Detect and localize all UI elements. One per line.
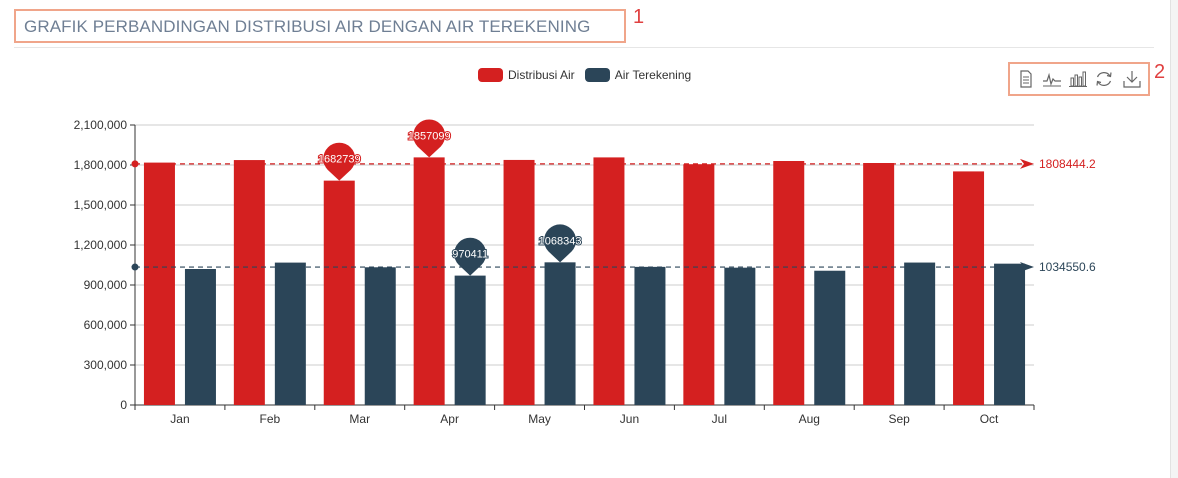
bar-terekening [724,267,756,405]
y-tick-label: 900,000 [84,278,128,292]
legend-swatch-terekening [584,68,610,82]
avg-line-arrow [1020,262,1034,273]
bar-terekening [274,262,306,405]
toolbox-highlight-box [1008,62,1150,96]
bar-distribusi [503,159,535,405]
x-tick-label: Jul [712,412,727,426]
x-tick-label: Aug [799,412,820,426]
x-tick-label: Apr [440,412,459,426]
y-tick-label: 600,000 [84,318,128,332]
x-tick-label: Jun [620,412,639,426]
bar-terekening [184,269,216,405]
mark-pin-min-terekening-label: 970411 [452,249,488,261]
x-tick-label: Jan [170,412,189,426]
bar-distribusi [593,157,625,405]
annotation-marker-2: 2 [1154,61,1166,83]
data-view-icon[interactable] [1016,69,1036,89]
restore-icon[interactable] [1094,69,1114,89]
bar-chart-icon[interactable] [1068,69,1088,89]
x-tick-label: Sep [888,412,910,426]
avg-line-label: 1808444.2 [1039,157,1096,171]
bar-terekening [544,262,576,405]
line-chart-icon[interactable] [1042,69,1062,89]
bar-distribusi [773,161,805,405]
title-divider [14,47,1154,48]
mark-pin-max-distribusi-label: 1857099 [408,130,451,142]
bar-distribusi [143,162,175,405]
legend-item-distribusi[interactable]: Distribusi Air [478,68,575,82]
avg-line-label: 1034550.6 [1039,260,1096,274]
y-tick-label: 2,100,000 [74,118,128,132]
x-tick-label: Feb [260,412,281,426]
mark-pin-max-distribusi [413,119,446,158]
mark-pin-min-terekening [454,237,487,276]
mark-pin-min-distribusi [323,142,356,181]
bar-distribusi [863,163,895,405]
chart-legend: Distribusi Air Air Terekening [478,68,701,82]
bar-distribusi [953,171,985,405]
avg-line-arrow [1020,158,1034,169]
page-title: GRAFIK PERBANDINGAN DISTRIBUSI AIR DENGA… [24,17,591,36]
annotation-marker-1: 1 [633,6,645,28]
mark-pin-min-distribusi-label: 1682739 [318,154,361,166]
x-tick-label: Oct [980,412,999,426]
x-tick-label: Mar [349,412,370,426]
y-tick-label: 300,000 [84,358,128,372]
x-tick-label: May [528,412,551,426]
bar-terekening [454,275,486,405]
legend-label-distribusi: Distribusi Air [508,68,575,82]
bar-terekening [364,267,396,405]
mark-pin-max-terekening [544,224,577,263]
save-image-icon[interactable] [1122,69,1142,89]
bar-distribusi [413,157,445,405]
bar-terekening [814,270,846,405]
y-tick-label: 0 [120,398,127,412]
mark-pin-max-terekening-label: 1068343 [539,235,582,247]
bar-terekening [904,262,936,405]
y-tick-label: 1,800,000 [74,158,128,172]
bar-distribusi [233,160,265,405]
legend-swatch-distribusi [478,68,503,82]
title-highlight-box [14,9,626,43]
legend-label-terekening: Air Terekening [614,68,692,82]
bar-terekening [634,266,666,405]
legend-item-terekening[interactable]: Air Terekening [584,68,692,82]
bar-distribusi [683,164,715,405]
y-tick-label: 1,500,000 [74,198,128,212]
bar-distribusi [323,180,355,405]
bar-terekening [994,263,1026,405]
y-tick-label: 1,200,000 [74,238,128,252]
